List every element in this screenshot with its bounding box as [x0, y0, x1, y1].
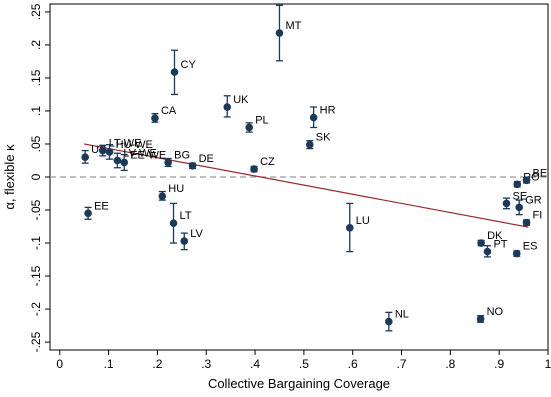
- y-tick-label-1: .2: [29, 40, 43, 50]
- point-lv-we-label: LV-WE: [123, 147, 156, 159]
- point-lv-we-marker: [113, 156, 122, 165]
- point-ro-marker: [513, 180, 522, 189]
- point-se-label: SE: [513, 190, 528, 202]
- point-lt-we-label: LT-WE: [109, 138, 142, 150]
- point-dk-label: DK: [487, 230, 503, 242]
- point-se-marker: [502, 199, 511, 208]
- y-tick-label-0: .25: [29, 3, 43, 20]
- point-ee-we-marker: [120, 158, 129, 167]
- y-tick-label-9: -.2: [29, 302, 43, 316]
- point-pt-marker: [483, 247, 492, 256]
- x-tick-label-1: .1: [104, 357, 114, 371]
- point-nl-marker: [385, 317, 393, 326]
- point-fi-label: FI: [533, 210, 543, 222]
- point-be-label: BE: [533, 167, 548, 179]
- point-lv-marker: [180, 237, 189, 245]
- point-dk-marker: [477, 239, 485, 247]
- y-tick-label-3: .1: [29, 106, 43, 116]
- y-tick-label-4: .05: [29, 135, 43, 152]
- point-de-marker: [188, 161, 197, 170]
- point-bg-label: BG: [174, 149, 190, 161]
- y-tick-label-8: -.15: [29, 265, 43, 286]
- point-mt-label: MT: [285, 20, 301, 32]
- fitted-line: [84, 143, 529, 228]
- point-uk-marker: [223, 103, 232, 111]
- point-hr-marker: [309, 113, 318, 122]
- point-lt-marker: [169, 219, 178, 228]
- y-tick-label-2: .15: [29, 69, 43, 86]
- point-cz-label: CZ: [260, 156, 275, 168]
- point-lu-label: LU: [356, 215, 370, 227]
- point-fi-marker: [522, 218, 531, 227]
- point-cy-marker: [170, 68, 179, 76]
- point-pl-label: PL: [255, 114, 268, 126]
- point-lu-marker: [345, 224, 354, 232]
- x-tick-label-9: .9: [494, 357, 504, 371]
- point-mt-marker: [275, 29, 284, 37]
- point-es-label: ES: [523, 241, 538, 253]
- point-gr-marker: [515, 203, 523, 212]
- point-no-marker: [476, 315, 485, 323]
- point-uk-label: UK: [233, 94, 249, 106]
- y-tick-label-6: -.05: [29, 199, 43, 220]
- point-cy-label: CY: [181, 59, 197, 71]
- y-tick-label-5: 0: [29, 173, 43, 180]
- x-tick-label-4: .4: [250, 357, 260, 371]
- point-bg-marker: [164, 158, 172, 167]
- point-ee-we-label: EE-WE: [130, 149, 166, 161]
- point-hr-label: HR: [320, 105, 336, 117]
- point-sk-marker: [305, 140, 314, 149]
- point-gr-label: GR: [525, 194, 542, 206]
- point-ee-label: EE: [94, 200, 109, 212]
- point-lt-we-marker: [98, 146, 107, 155]
- x-axis-title: Collective Bargaining Coverage: [208, 376, 390, 391]
- point-pt-label: PT: [493, 239, 507, 251]
- point-pl-marker: [245, 123, 253, 132]
- x-tick-label-10: 1: [545, 357, 551, 371]
- point-es-marker: [512, 249, 521, 258]
- point-be-marker: [522, 176, 531, 185]
- point-cz-marker: [250, 165, 258, 173]
- fit-line-layer: [84, 143, 529, 228]
- point-ca-label: CA: [161, 105, 177, 117]
- point-sk-label: SK: [316, 132, 331, 144]
- point-de-label: DE: [199, 153, 214, 165]
- x-tick-label-2: .2: [152, 357, 162, 371]
- point-lt-label: LT: [180, 210, 192, 222]
- y-tick-label-7: -.1: [29, 236, 43, 250]
- point-hu-we-marker: [105, 148, 114, 156]
- x-tick-label-0: 0: [56, 357, 63, 371]
- y-tick-label-10: -.25: [29, 331, 43, 352]
- point-hu-label: HU: [168, 183, 184, 195]
- point-hu-we-label: HU-WE: [116, 139, 153, 151]
- point-us-marker: [81, 153, 89, 161]
- point-ca-marker: [151, 114, 159, 123]
- point-lv-label: LV: [190, 228, 203, 240]
- x-tick-label-7: .7: [397, 357, 407, 371]
- x-tick-label-6: .6: [348, 357, 358, 371]
- point-ee-marker: [84, 209, 92, 218]
- point-hu-marker: [158, 192, 167, 200]
- axes-layer: 0 .1 .2 .3 .4 .5 .6 .7 .8 .9 1 .25 .2 .15 .1 .05 0 -.05 -.…: [29, 3, 551, 371]
- x-tick-label-5: .5: [299, 357, 309, 371]
- point-nl-label: NL: [395, 309, 409, 321]
- x-tick-label-8: .8: [445, 357, 455, 371]
- x-tick-label-3: .3: [201, 357, 211, 371]
- point-no-label: NO: [487, 306, 504, 318]
- y-axis-title: α, flexible κ: [2, 144, 17, 210]
